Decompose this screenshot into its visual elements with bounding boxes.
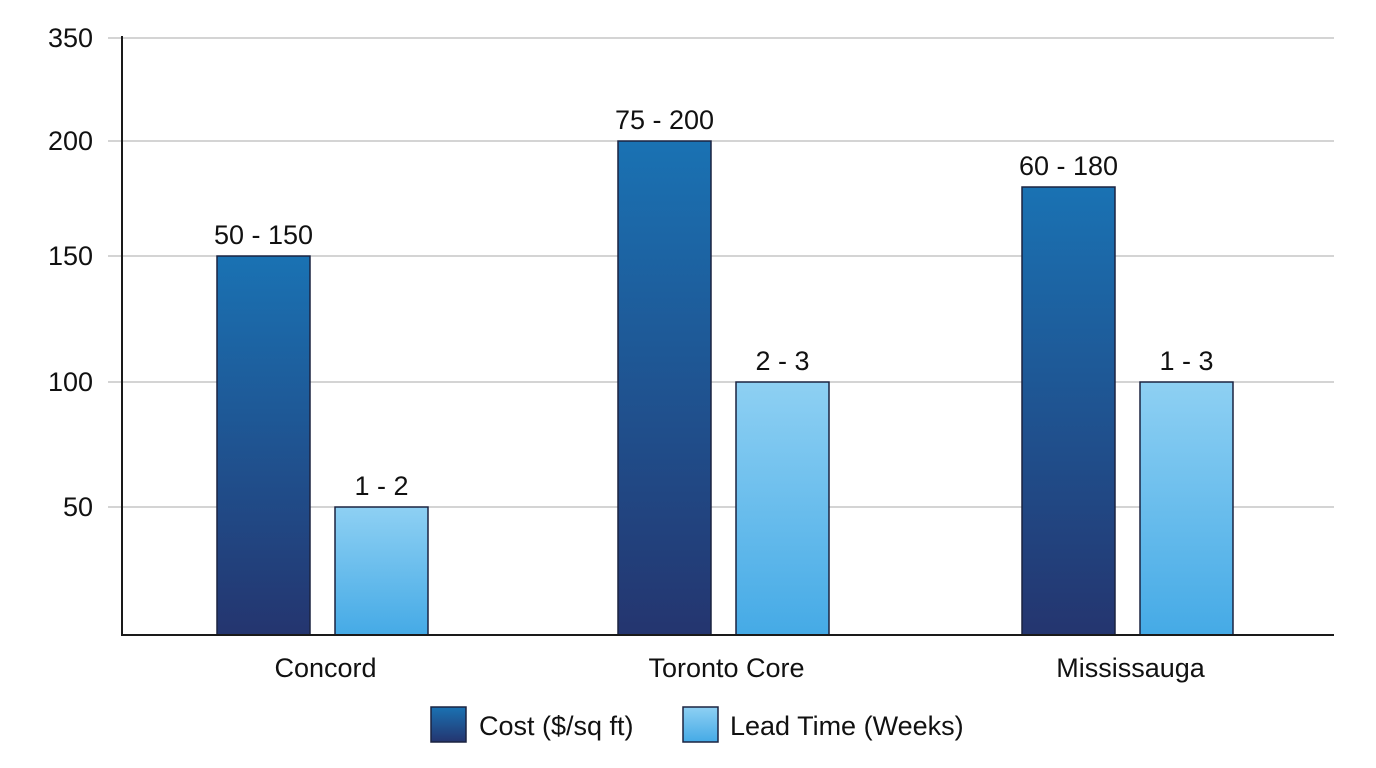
y-tick-label: 150 xyxy=(48,241,93,271)
gridlines xyxy=(108,37,1334,508)
y-tick-label: 350 xyxy=(48,23,93,53)
legend-swatch xyxy=(682,706,719,743)
bar-lead-time-concord xyxy=(334,506,429,636)
legend-swatch xyxy=(430,706,467,743)
data-label: 50 - 150 xyxy=(214,220,313,250)
data-label: 1 - 3 xyxy=(1159,346,1213,376)
data-label: 75 - 200 xyxy=(615,105,714,135)
x-axis-categories: Concord Toronto Core Mississauga xyxy=(274,653,1205,683)
legend: Cost ($/sq ft) Lead Time (Weeks) xyxy=(430,706,964,743)
data-labels: 50 - 150 1 - 2 75 - 200 2 - 3 60 - 180 1 - 3 xyxy=(214,105,1214,501)
data-label: 2 - 3 xyxy=(755,346,809,376)
bar-cost-concord xyxy=(216,255,311,636)
legend-label: Lead Time (Weeks) xyxy=(730,711,964,741)
bars xyxy=(216,140,1234,636)
x-category-label: Concord xyxy=(274,653,376,683)
y-tick-label: 50 xyxy=(63,492,93,522)
bar-lead-time-toronto-core xyxy=(735,381,830,636)
legend-label: Cost ($/sq ft) xyxy=(479,711,634,741)
y-axis-ticks: 350 200 150 100 50 xyxy=(48,23,93,522)
bar-lead-time-mississauga xyxy=(1139,381,1234,636)
y-tick-label: 200 xyxy=(48,126,93,156)
bar-cost-toronto-core xyxy=(617,140,712,636)
y-tick-label: 100 xyxy=(48,367,93,397)
data-label: 1 - 2 xyxy=(354,471,408,501)
axes xyxy=(121,36,1334,636)
x-category-label: Toronto Core xyxy=(648,653,804,683)
bar-cost-mississauga xyxy=(1021,186,1116,636)
x-category-label: Mississauga xyxy=(1056,653,1206,683)
data-label: 60 - 180 xyxy=(1019,151,1118,181)
